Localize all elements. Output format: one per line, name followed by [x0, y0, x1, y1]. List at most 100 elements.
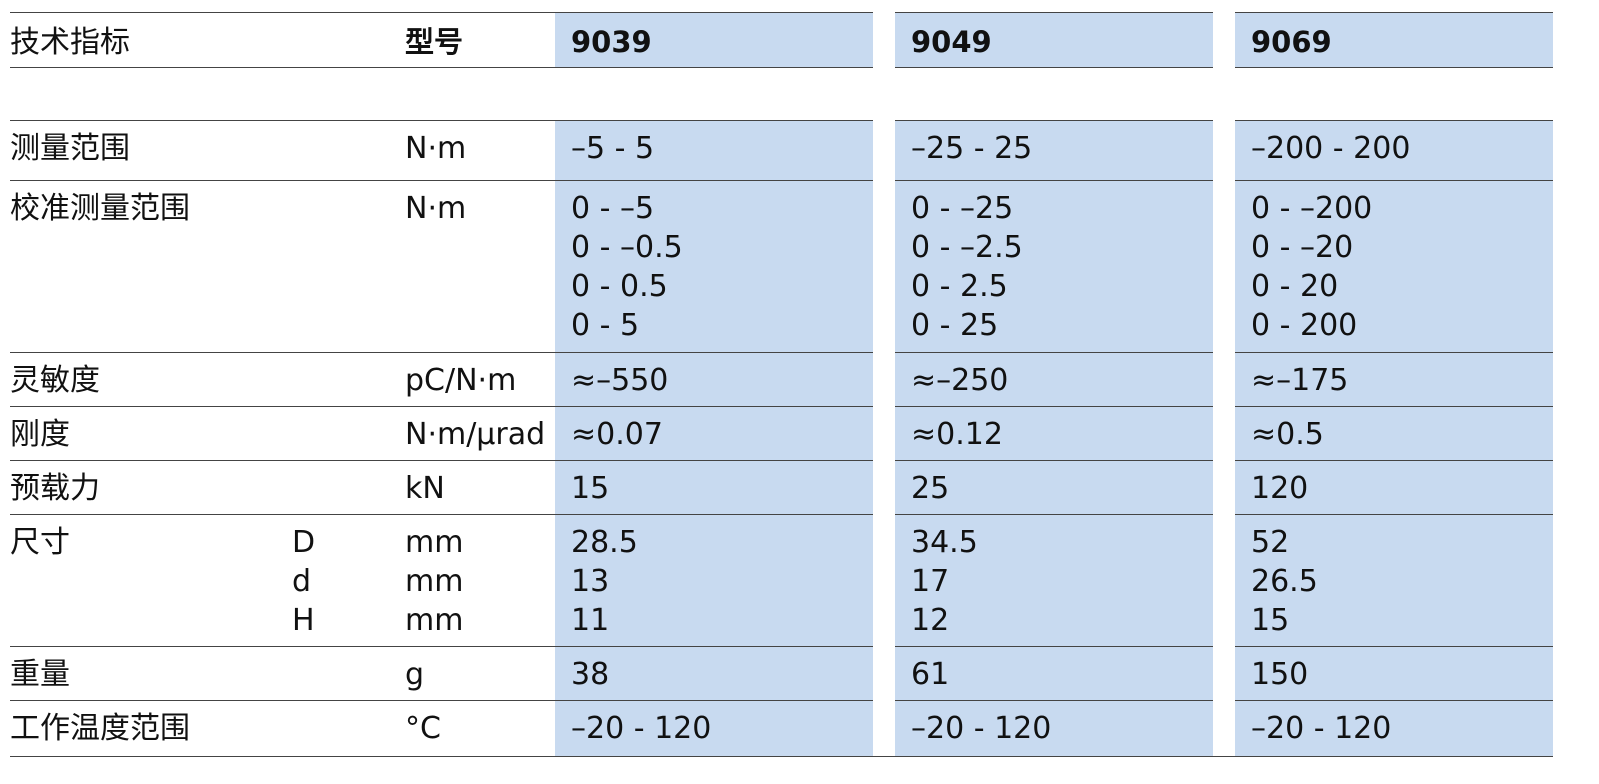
- column-gap: [1213, 460, 1235, 514]
- value-line: ≈0.07: [571, 417, 663, 452]
- value-cell-9049: 25: [895, 460, 1213, 514]
- row-sub-label: [292, 180, 405, 352]
- spacer: [10, 68, 292, 120]
- value-line: 0 - 25: [911, 308, 999, 343]
- sub-label-line: D: [292, 525, 316, 560]
- model-9049-header: 9049: [895, 12, 1213, 68]
- value-line: 0 - –5: [571, 191, 655, 226]
- row-unit: pC/N·m: [405, 352, 555, 406]
- unit-line: kN: [405, 471, 445, 506]
- value-line: 0 - –200: [1251, 191, 1373, 226]
- value-line: 0 - 5: [571, 308, 640, 343]
- value-line: –5 - 5: [571, 131, 655, 166]
- column-gap: [873, 646, 895, 700]
- row-unit: g: [405, 646, 555, 700]
- unit-line: N·m: [405, 191, 467, 226]
- spec-table: 技术指标 型号 9039 9049 9069 测量范围 N·m –5 - 5 –25 …: [10, 12, 1553, 757]
- sub-header-empty: [292, 12, 405, 68]
- row-label: 校准测量范围: [10, 180, 292, 352]
- model-9069-header: 9069: [1235, 12, 1553, 68]
- value-line: 17: [911, 564, 950, 599]
- column-gap: [873, 352, 895, 406]
- unit-line: N·m/μrad: [405, 417, 546, 452]
- value-cell-9049: –25 - 25: [895, 120, 1213, 180]
- value-cell-9039: –5 - 5: [555, 120, 873, 180]
- value-line: 120: [1251, 471, 1309, 506]
- value-line: 26.5: [1251, 564, 1318, 599]
- unit-line: mm: [405, 564, 464, 599]
- column-gap: [873, 514, 895, 646]
- value-cell-9069: 120: [1235, 460, 1553, 514]
- value-cell-9069: –20 - 120: [1235, 700, 1553, 757]
- value-line: –20 - 120: [911, 711, 1052, 746]
- unit-line: mm: [405, 525, 464, 560]
- unit-line: N·m: [405, 131, 467, 166]
- column-gap: [1213, 352, 1235, 406]
- model-header-label: 型号: [405, 12, 555, 68]
- row-sub-label: [292, 120, 405, 180]
- value-cell-9069: ≈–175: [1235, 352, 1553, 406]
- value-cell-9069: –200 - 200: [1235, 120, 1553, 180]
- column-gap: [1213, 120, 1235, 180]
- row-label: 工作温度范围: [10, 700, 292, 757]
- value-line: 0 - 2.5: [911, 269, 1008, 304]
- value-line: –200 - 200: [1251, 131, 1411, 166]
- row-label: 灵敏度: [10, 352, 292, 406]
- row-label: 重量: [10, 646, 292, 700]
- value-cell-9039: ≈–550: [555, 352, 873, 406]
- value-line: 0 - –20: [1251, 230, 1354, 265]
- row-label: 测量范围: [10, 120, 292, 180]
- column-gap: [873, 12, 895, 68]
- spacer: [1213, 68, 1235, 120]
- value-line: ≈–250: [911, 363, 1009, 398]
- value-line: 0 - –25: [911, 191, 1014, 226]
- value-cell-9039: 38: [555, 646, 873, 700]
- value-cell-9049: ≈–250: [895, 352, 1213, 406]
- column-gap: [873, 406, 895, 460]
- row-unit: N·m: [405, 120, 555, 180]
- spec-header-label: 技术指标: [10, 12, 292, 68]
- value-line: 52: [1251, 525, 1290, 560]
- value-cell-9039: 15: [555, 460, 873, 514]
- value-line: ≈0.5: [1251, 417, 1324, 452]
- spacer: [895, 68, 1213, 120]
- value-cell-9049: ≈0.12: [895, 406, 1213, 460]
- value-cell-9049: 34.5 17 12: [895, 514, 1213, 646]
- value-line: 0 - 20: [1251, 269, 1339, 304]
- row-unit: kN: [405, 460, 555, 514]
- value-cell-9039: 28.5 13 11: [555, 514, 873, 646]
- value-cell-9069: 52 26.5 15: [1235, 514, 1553, 646]
- value-line: –20 - 120: [571, 711, 712, 746]
- row-unit: mm mm mm: [405, 514, 555, 646]
- value-cell-9049: –20 - 120: [895, 700, 1213, 757]
- value-cell-9049: 0 - –25 0 - –2.5 0 - 2.5 0 - 25: [895, 180, 1213, 352]
- value-cell-9039: ≈0.07: [555, 406, 873, 460]
- row-label: 预载力: [10, 460, 292, 514]
- model-9039-header: 9039: [555, 12, 873, 68]
- row-sub-label: [292, 700, 405, 757]
- value-line: 13: [571, 564, 610, 599]
- column-gap: [873, 700, 895, 757]
- value-line: 38: [571, 657, 610, 692]
- spacer: [1235, 68, 1553, 120]
- spacer: [555, 68, 873, 120]
- unit-line: °C: [405, 711, 441, 746]
- column-gap: [1213, 12, 1235, 68]
- row-sub-label: [292, 406, 405, 460]
- value-line: ≈–550: [571, 363, 669, 398]
- value-line: 150: [1251, 657, 1309, 692]
- spacer: [405, 68, 555, 120]
- column-gap: [1213, 646, 1235, 700]
- spacer: [292, 68, 405, 120]
- row-sub-label: [292, 460, 405, 514]
- unit-line: g: [405, 657, 425, 692]
- column-gap: [873, 460, 895, 514]
- value-cell-9039: 0 - –5 0 - –0.5 0 - 0.5 0 - 5: [555, 180, 873, 352]
- unit-line: pC/N·m: [405, 363, 517, 398]
- value-line: 61: [911, 657, 950, 692]
- value-line: 0 - –2.5: [911, 230, 1023, 265]
- row-label: 尺寸: [10, 514, 292, 646]
- column-gap: [1213, 700, 1235, 757]
